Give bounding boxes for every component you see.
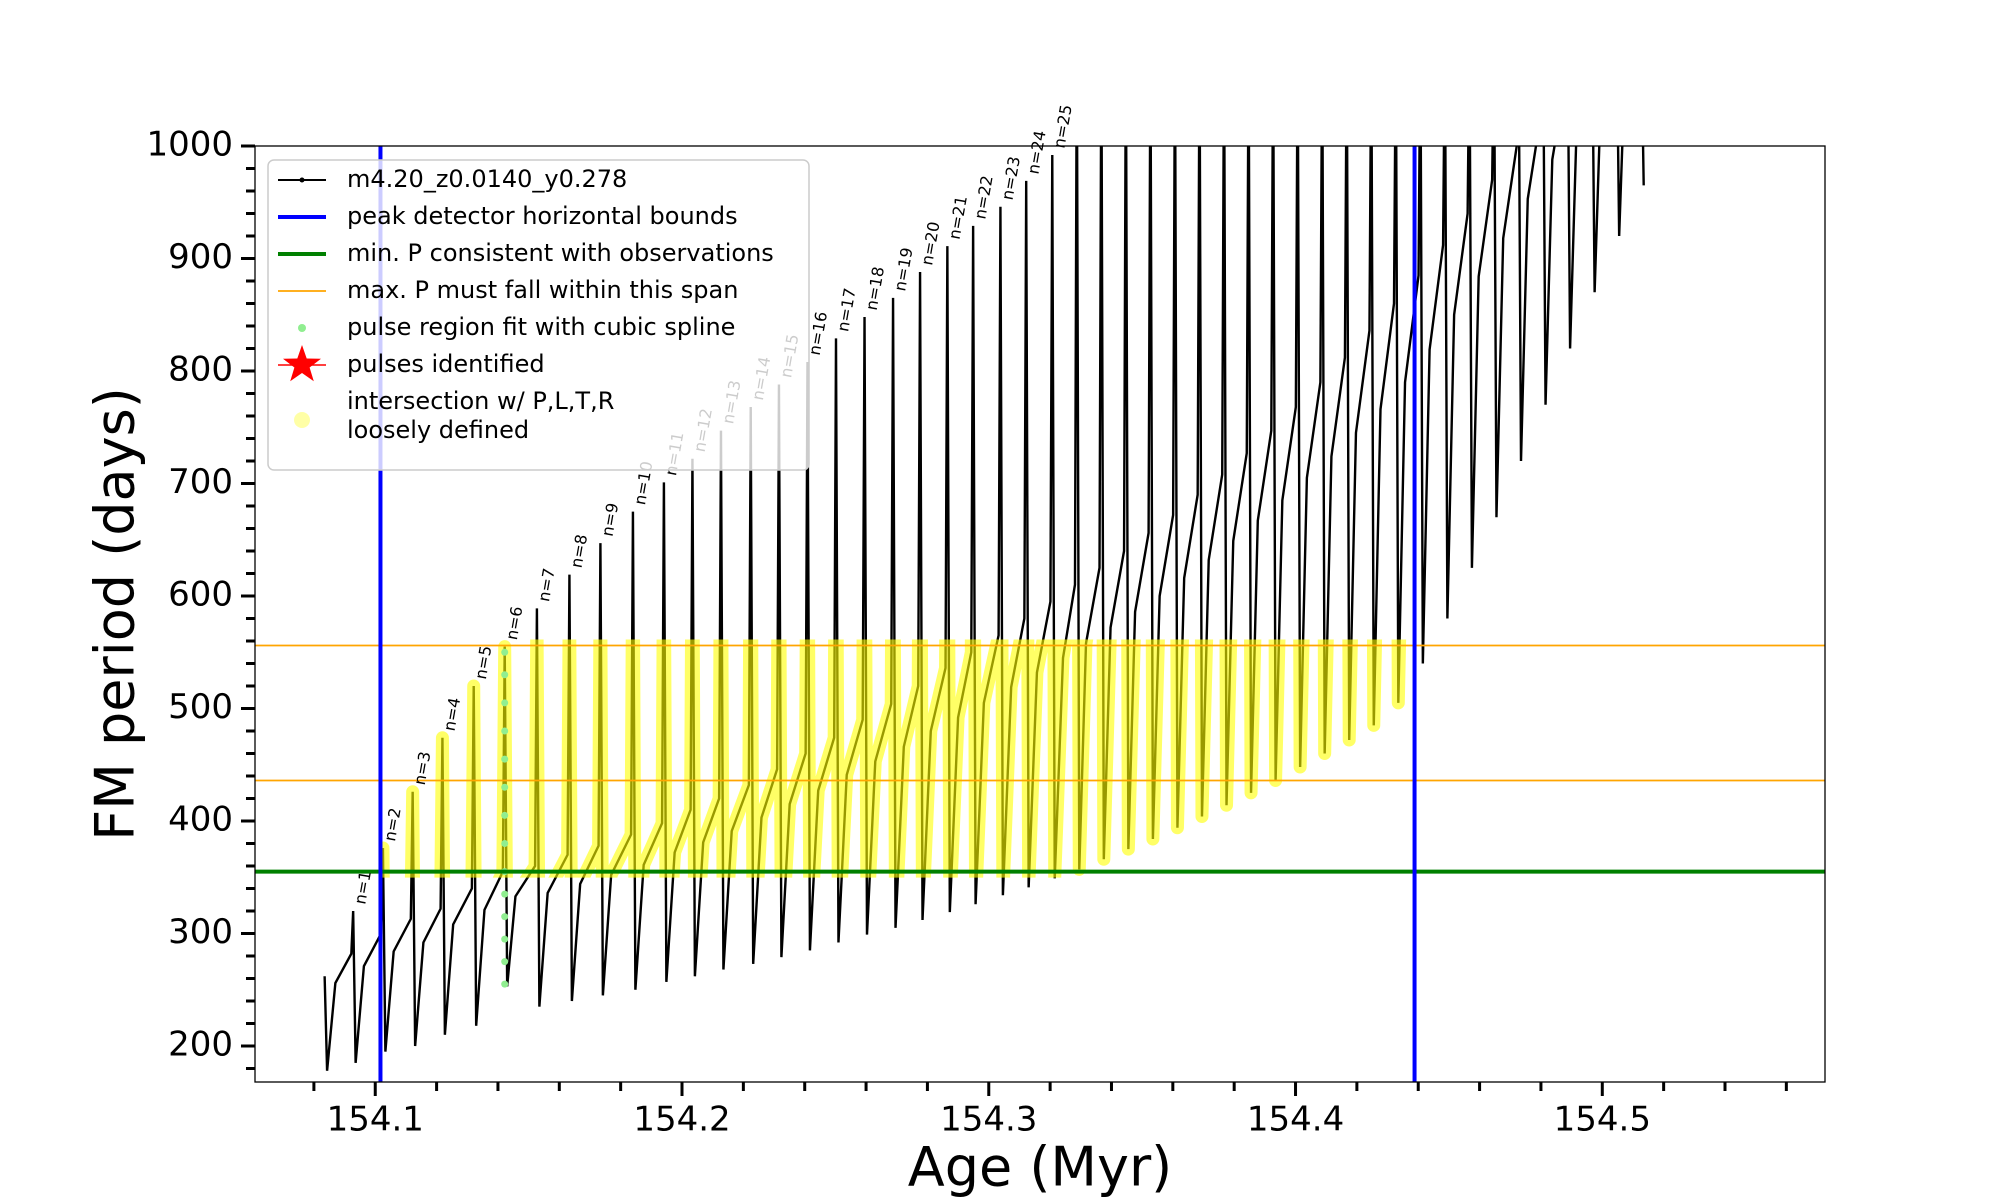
pulse-label: n=2 <box>380 806 405 843</box>
legend-symbol <box>283 345 321 382</box>
pulse-region-point <box>501 671 509 679</box>
pulse-region-point <box>501 755 509 763</box>
legend-label: pulses identified <box>347 350 545 378</box>
pulse-label: n=5 <box>471 644 496 681</box>
pulse-label: n=25 <box>1049 103 1075 150</box>
legend-label: intersection w/ P,L,T,R loosely defined <box>347 387 614 444</box>
legend-label: min. P consistent with observations <box>347 239 774 267</box>
pulse-region-point <box>501 840 509 847</box>
y-tick-label: 300 <box>168 912 233 952</box>
pulse-label: n=17 <box>833 287 859 334</box>
legend-symbol <box>294 412 310 428</box>
y-tick-label: 600 <box>168 575 233 615</box>
y-tick-label: 700 <box>168 462 233 502</box>
legend-label: m4.20_z0.0140_y0.278 <box>347 165 627 193</box>
pulse-region-point <box>501 890 509 898</box>
pulse-label: n=8 <box>567 533 592 570</box>
pulse-region-point <box>501 913 509 921</box>
legend-box <box>267 159 810 471</box>
pulse-label: n=6 <box>502 605 527 642</box>
plot-frame <box>254 145 1826 1083</box>
x-axis-label: Age (Myr) <box>908 1136 1173 1199</box>
pulse-label: n=23 <box>998 155 1024 202</box>
legend-symbol <box>299 177 305 183</box>
pulse-label: n=9 <box>598 501 623 538</box>
legend-label: pulse region fit with cubic spline <box>347 313 735 341</box>
pulse-label: n=4 <box>440 696 465 733</box>
pulse-label: n=21 <box>945 194 971 241</box>
legend-symbol <box>298 324 306 332</box>
y-tick-label: 900 <box>168 237 233 277</box>
y-tick-label: 800 <box>168 350 233 390</box>
pulse-region-point <box>501 935 509 943</box>
pulse-label: n=18 <box>862 265 888 312</box>
x-tick-label: 154.2 <box>633 1100 730 1140</box>
pulse-label: n=1 <box>350 869 375 906</box>
x-tick-label: 154.5 <box>1554 1100 1651 1140</box>
y-tick-label: 500 <box>168 687 233 727</box>
legend-label: max. P must fall within this span <box>347 276 738 304</box>
x-tick-label: 154.1 <box>327 1100 424 1140</box>
period-line <box>323 146 1645 1071</box>
x-tick-label: 154.3 <box>940 1100 1037 1140</box>
pulse-region-point <box>501 727 509 735</box>
pulse-label: n=24 <box>1023 129 1049 176</box>
pulse-region-point <box>501 980 509 988</box>
pulse-label: n=19 <box>890 246 916 293</box>
pulse-region-point <box>501 699 509 707</box>
pulse-label: n=22 <box>970 174 996 221</box>
y-tick-label: 1000 <box>146 125 233 165</box>
legend-label: peak detector horizontal bounds <box>347 202 738 230</box>
pulse-region-point <box>501 958 509 966</box>
y-tick-label: 400 <box>168 800 233 840</box>
pulse-label: n=7 <box>534 567 559 604</box>
pulse-region-point <box>501 783 509 791</box>
y-tick-label: 200 <box>168 1025 233 1065</box>
y-axis-label: FM period (days) <box>84 387 147 841</box>
pulse-label: n=20 <box>917 220 943 267</box>
x-tick-label: 154.4 <box>1247 1100 1344 1140</box>
pulse-region-point <box>501 811 509 819</box>
pulse-region-point <box>501 648 509 656</box>
